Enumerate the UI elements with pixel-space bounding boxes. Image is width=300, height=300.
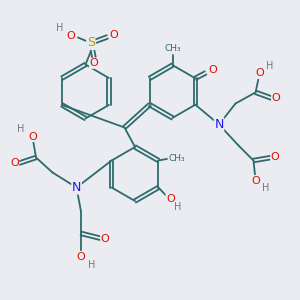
Text: CH₃: CH₃ <box>164 44 181 53</box>
Text: O: O <box>100 233 109 244</box>
Text: O: O <box>255 68 264 79</box>
Text: O: O <box>251 176 260 186</box>
Text: O: O <box>10 158 19 169</box>
Text: O: O <box>166 194 175 204</box>
Text: CH₃: CH₃ <box>168 154 185 163</box>
Text: O: O <box>109 30 118 40</box>
Text: N: N <box>214 118 224 131</box>
Text: N: N <box>72 181 81 194</box>
Text: H: H <box>56 23 64 33</box>
Text: O: O <box>271 152 280 163</box>
Text: S: S <box>87 36 95 50</box>
Text: H: H <box>174 202 182 212</box>
Text: O: O <box>67 31 76 41</box>
Text: H: H <box>88 260 95 270</box>
Text: H: H <box>17 124 25 134</box>
Text: H: H <box>262 183 270 193</box>
Text: O: O <box>89 58 98 68</box>
Text: O: O <box>28 131 37 142</box>
Text: H: H <box>266 61 274 71</box>
Text: O: O <box>272 93 280 103</box>
Text: O: O <box>208 65 217 75</box>
Text: O: O <box>76 251 85 262</box>
